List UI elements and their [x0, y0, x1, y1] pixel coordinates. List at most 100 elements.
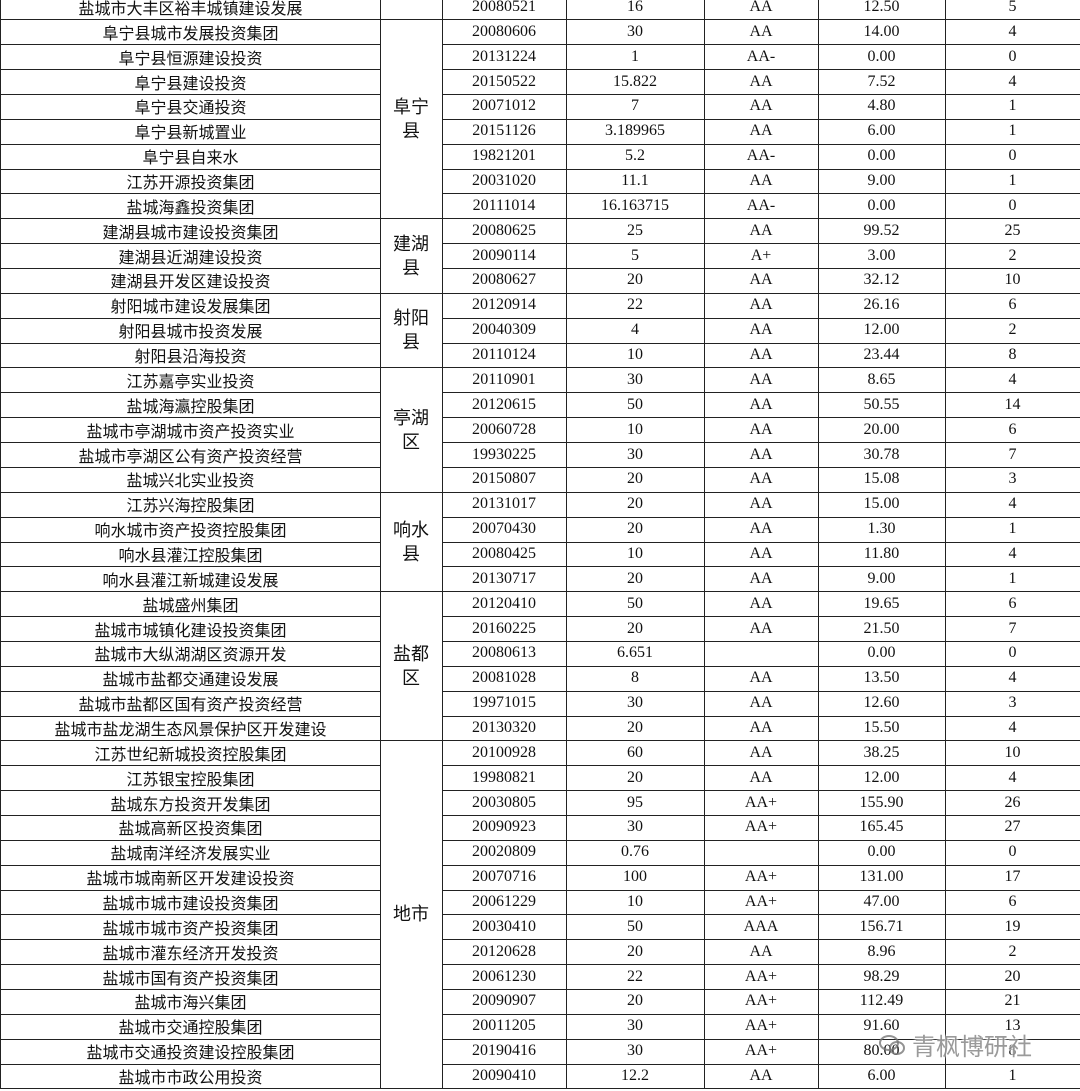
company-name: 盐城市盐都区国有资产投资经营: [0, 690, 381, 717]
date-text: 20080606: [472, 22, 536, 40]
rating-text: AA: [749, 172, 773, 190]
rating: AA: [704, 541, 819, 568]
amount: 1: [566, 44, 705, 71]
amount-text: 20: [627, 942, 643, 960]
amount-text: 8: [631, 669, 639, 687]
count-text: 0: [1008, 47, 1017, 65]
rating-text: AA: [749, 743, 773, 761]
company-name: 射阳县沿海投资: [0, 342, 381, 369]
count: 2: [945, 243, 1080, 270]
value-text: 19.65: [863, 594, 900, 612]
count-text: 17: [1004, 868, 1021, 886]
company-name: 盐城市市政公用投资: [0, 1063, 381, 1090]
rating-text: AA: [749, 221, 773, 239]
company-name: 盐城南洋经济发展实业: [0, 839, 381, 866]
value-text: 26.16: [863, 296, 900, 314]
value-text: 99.52: [863, 221, 900, 239]
amount-text: 50: [627, 594, 643, 612]
company-name: 盐城海鑫投资集团: [0, 193, 381, 220]
rating: AA: [704, 342, 819, 369]
amount: 60: [566, 740, 705, 767]
region: 亭湖区: [380, 367, 443, 493]
amount: 10: [566, 417, 705, 444]
value: 13.50: [818, 665, 946, 692]
date-text: 20081028: [472, 669, 536, 687]
value-text: 14.00: [863, 22, 900, 40]
date-text: 20040309: [472, 321, 536, 339]
rating-text: AA+: [744, 793, 778, 811]
value: 50.55: [818, 392, 946, 419]
date-text: 20151126: [472, 122, 536, 140]
company-name-text: 建湖县城市建设投资集团: [102, 224, 279, 242]
count: 14: [945, 392, 1080, 419]
rating: AA: [704, 0, 819, 21]
amount: 10: [566, 342, 705, 369]
company-name-text: 射阳城市建设发展集团: [110, 299, 271, 317]
rating-text: AA: [749, 470, 773, 488]
rating: AA: [704, 566, 819, 593]
count: 8: [945, 343, 1080, 369]
company-name-text: 江苏兴海控股集团: [126, 498, 255, 516]
date: 20150522: [442, 69, 567, 96]
rating: AA: [704, 442, 819, 468]
date: 19930225: [442, 442, 567, 468]
count-text: 7: [1008, 619, 1017, 637]
amount: 5: [566, 243, 705, 270]
rating: AA-: [704, 44, 819, 71]
count-text: 0: [1008, 843, 1017, 861]
amount-text: 16.163715: [601, 196, 669, 214]
value: 12.60: [818, 690, 946, 717]
count-text: 2: [1008, 246, 1017, 264]
region: 阜宁县: [380, 19, 443, 220]
amount: 30: [566, 814, 705, 841]
value-text: 13.50: [863, 669, 900, 687]
date: 19980821: [442, 765, 567, 792]
date-text: 20120628: [472, 942, 536, 960]
amount-text: 50: [627, 395, 643, 413]
date: 20080606: [442, 19, 567, 46]
rating-text: AA+: [744, 967, 778, 985]
date: 20011205: [442, 1013, 567, 1040]
value-text: 30.78: [863, 445, 900, 463]
amount-text: 20: [627, 271, 643, 289]
value-text: 8.65: [867, 370, 896, 388]
company-name: 江苏开源投资集团: [0, 168, 381, 195]
company-name: 阜宁县恒源建设投资: [0, 44, 381, 71]
date: 20190416: [442, 1038, 567, 1065]
company-name-text: 盐城高新区投资集团: [118, 821, 263, 839]
count-text: 1: [1008, 569, 1017, 587]
value-text: 12.00: [863, 768, 900, 786]
rating: AA+: [704, 814, 819, 841]
date: 20061229: [442, 889, 567, 916]
rating: AA: [704, 616, 819, 642]
company-name: 盐城市灌东经济开发投资: [0, 939, 381, 966]
count-text: 21: [1004, 992, 1021, 1010]
rating-text: AA: [749, 495, 773, 513]
count-text: 4: [1008, 495, 1017, 513]
rating-text: AA: [749, 718, 773, 736]
rating: AA-: [704, 143, 819, 170]
date-text: 20110124: [472, 346, 536, 364]
date-text: 20130717: [472, 569, 536, 587]
date: 20080521: [442, 0, 567, 21]
company-name-text: 盐城市城南新区开发建设投资: [86, 871, 295, 889]
rating: AA: [704, 19, 819, 46]
amount: 4: [566, 317, 705, 344]
rating-text: AA: [749, 321, 773, 339]
date-text: 20130320: [472, 718, 536, 736]
value: 112.49: [818, 989, 946, 1015]
amount: 20: [566, 616, 705, 642]
value: 38.25: [818, 740, 946, 767]
rating-text: AA: [749, 669, 773, 687]
date-text: 20080613: [472, 644, 536, 662]
value-text: 6.00: [867, 1067, 896, 1084]
count-text: 0: [1008, 147, 1017, 165]
amount: 12.2: [566, 1063, 705, 1090]
count: 1: [945, 566, 1080, 593]
rating: AA: [704, 218, 819, 245]
value-text: 9.00: [867, 569, 896, 587]
region-text: 地市: [393, 904, 429, 925]
count: 4: [945, 368, 1080, 394]
value-text: 1.30: [867, 520, 896, 538]
amount: 22: [566, 292, 705, 319]
